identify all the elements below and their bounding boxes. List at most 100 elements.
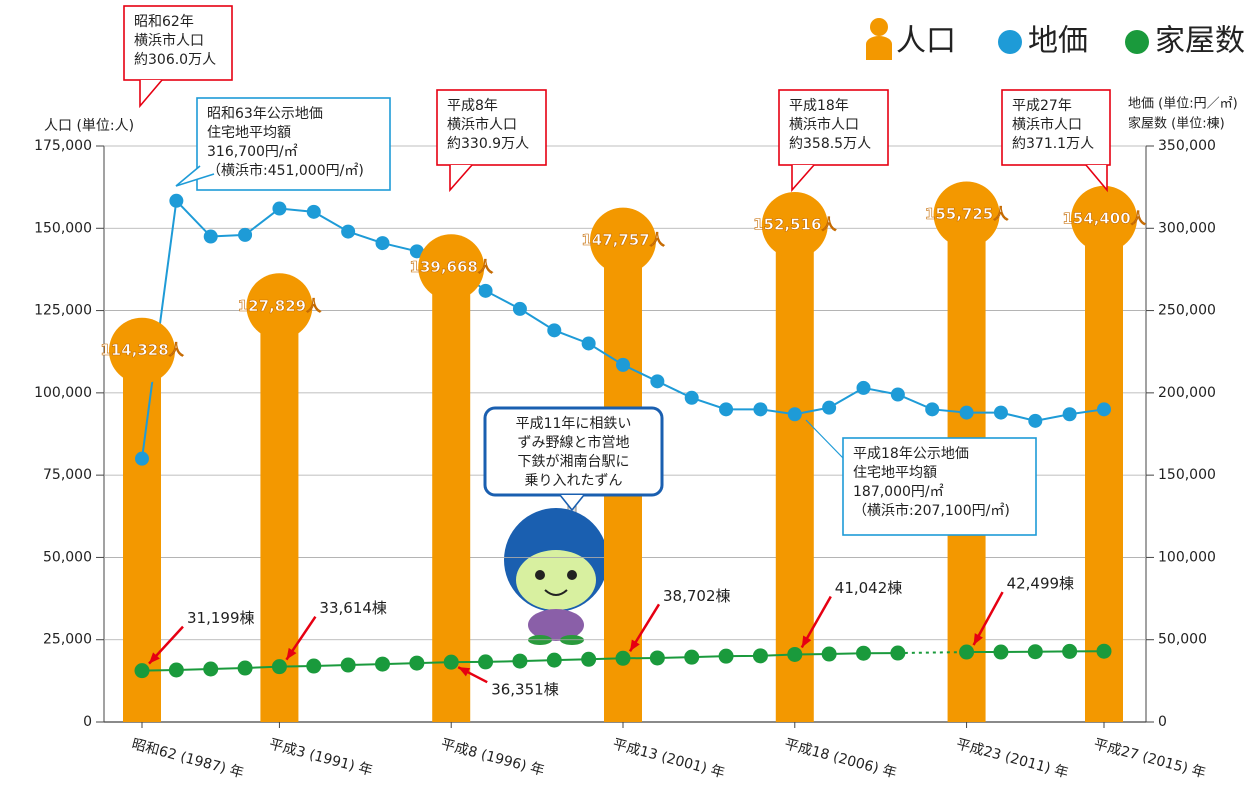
annotation-text: 昭和62年 <box>134 14 194 30</box>
y-tick-label: 175,000 <box>34 138 92 154</box>
point <box>135 451 149 466</box>
annotation-text: （横浜市:451,000円/㎡) <box>207 162 364 179</box>
point <box>959 405 974 420</box>
point <box>238 227 253 242</box>
point <box>959 644 975 660</box>
annotation-text: 316,700円/㎡ <box>207 144 298 160</box>
callout-tail <box>791 164 815 193</box>
legend-icon <box>866 36 892 60</box>
point <box>993 644 1009 660</box>
data-label: 31,199棟 <box>187 609 255 627</box>
point <box>1097 402 1111 417</box>
point <box>443 654 459 670</box>
data-label: 38,702棟 <box>663 587 731 605</box>
point <box>409 244 424 259</box>
point <box>478 654 494 670</box>
point <box>1096 643 1112 659</box>
data-label: 41,042棟 <box>835 579 903 597</box>
callout-tail <box>559 494 585 512</box>
y-tick-label: 125,000 <box>34 303 92 319</box>
annotation-text: 下鉄が湘南台駅に <box>518 454 630 470</box>
point <box>375 236 390 251</box>
arrow-head <box>286 647 297 660</box>
annotation-text: 横浜市人口 <box>447 116 517 133</box>
callout-tail <box>1085 164 1108 193</box>
point <box>547 323 562 338</box>
point <box>753 402 768 417</box>
point <box>649 650 665 666</box>
point <box>306 658 322 674</box>
point <box>134 663 150 679</box>
annotation-text: 平成11年に相鉄い <box>516 416 632 432</box>
leader-line <box>805 419 844 459</box>
data-label: 127,829人 <box>238 297 322 315</box>
data-label: 152,516人 <box>753 216 837 234</box>
point <box>237 660 253 676</box>
point <box>925 402 940 417</box>
legend-label: 人口 <box>896 24 956 59</box>
gap-connector <box>897 651 967 655</box>
point <box>822 400 837 415</box>
point <box>203 661 219 677</box>
data-label: 139,668人 <box>410 258 494 276</box>
point <box>169 193 184 208</box>
y2-tick-label: 200,000 <box>1158 385 1216 401</box>
y2-axis-label: 家屋数 (単位:棟) <box>1128 116 1225 132</box>
point <box>1062 407 1077 422</box>
y2-tick-label: 0 <box>1158 714 1167 730</box>
y2-tick-label: 50,000 <box>1158 632 1207 648</box>
bar <box>260 301 299 722</box>
annotation-text: 昭和63年公示地価 <box>207 106 323 122</box>
point <box>719 402 734 417</box>
point <box>787 646 803 662</box>
x-tick-label: 平成8 (1996) 年 <box>439 736 546 779</box>
x-tick-label: 昭和62 (1987) 年 <box>130 736 245 781</box>
point <box>856 380 871 395</box>
x-tick-label: 平成27 (2015) 年 <box>1092 736 1207 781</box>
annotation-text: 乗り入れたずん <box>525 473 623 489</box>
annotation-text: 横浜市人口 <box>1012 116 1082 133</box>
annotation-text: 平成27年 <box>1012 98 1072 114</box>
legend-label: 地価 <box>1028 24 1088 59</box>
x-tick-label: 平成3 (1991) 年 <box>267 736 374 779</box>
callout-tail <box>175 165 215 187</box>
y-tick-label: 150,000 <box>34 220 92 236</box>
label-bubble <box>418 234 485 301</box>
x-tick-label: 平成13 (2001) 年 <box>611 736 726 781</box>
annotation-text: 住宅地平均額 <box>853 465 937 481</box>
point <box>512 301 527 316</box>
annotation-text: 約306.0万人 <box>134 52 216 68</box>
data-label: 154,400人 <box>1062 209 1146 227</box>
point <box>581 651 597 667</box>
point <box>856 645 871 661</box>
point <box>340 657 356 673</box>
point <box>821 646 837 662</box>
point <box>306 204 321 219</box>
point <box>168 662 184 678</box>
y2-tick-label: 150,000 <box>1158 467 1216 483</box>
point <box>546 652 562 668</box>
point <box>787 407 802 422</box>
legend-icon <box>870 18 888 36</box>
annotation-text: 約371.1万人 <box>1012 136 1094 152</box>
point <box>203 229 218 244</box>
point <box>478 283 493 298</box>
y2-tick-label: 250,000 <box>1158 303 1216 319</box>
point <box>890 387 905 402</box>
annotation-text: 横浜市人口 <box>134 32 204 49</box>
point <box>718 648 734 664</box>
y2-tick-label: 350,000 <box>1158 138 1216 154</box>
annotation-text: ずみ野線と市営地 <box>518 434 630 451</box>
y-axis-label: 人口 (単位:人) <box>44 118 134 134</box>
annotation-text: 平成8年 <box>447 98 498 114</box>
label-bubble <box>109 317 175 384</box>
annotation-text: 187,000円/㎡ <box>853 484 944 500</box>
data-label: 147,757人 <box>581 231 665 249</box>
x-tick-label: 平成23 (2011) 年 <box>955 736 1070 781</box>
y-tick-label: 75,000 <box>43 467 92 483</box>
point <box>341 224 356 239</box>
point <box>512 653 528 669</box>
legend-icon <box>1125 30 1149 54</box>
point <box>1062 643 1078 659</box>
y2-axis-label: 地価 (単位:円／㎡) <box>1128 96 1238 112</box>
